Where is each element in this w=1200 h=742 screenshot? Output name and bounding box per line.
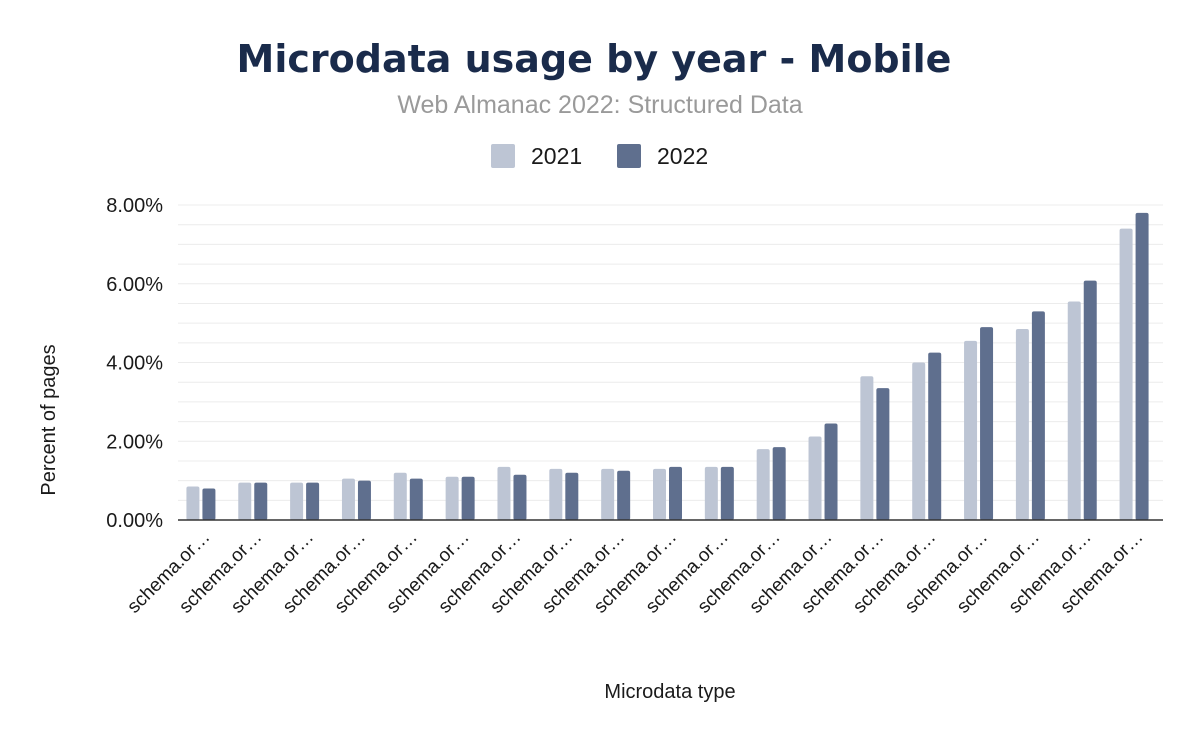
legend-label: 2021 (531, 143, 582, 169)
y-tick-label: 8.00% (106, 195, 163, 217)
bar-2021 (860, 376, 874, 520)
bars (186, 212, 1149, 520)
bar-2021 (445, 476, 459, 520)
bar-2021 (290, 482, 304, 520)
bar-2022 (876, 388, 890, 520)
bar-2022 (617, 470, 631, 520)
bar-2022 (1031, 311, 1045, 520)
bar-2021 (1067, 301, 1081, 520)
bar-2021 (1015, 329, 1029, 520)
bar-2022 (202, 488, 216, 520)
bar-2021 (497, 466, 511, 520)
y-tick-label: 2.00% (106, 431, 163, 453)
bar-2022 (461, 476, 475, 520)
bar-2022 (720, 466, 734, 520)
legend-swatch (491, 144, 515, 168)
legend-swatch (617, 144, 641, 168)
gridlines (178, 204, 1163, 501)
bar-2021 (964, 340, 978, 520)
chart-title: Microdata usage by year - Mobile (237, 37, 952, 81)
bar-2022 (409, 478, 423, 520)
bar-2022 (980, 327, 994, 520)
bar-2022 (669, 466, 682, 520)
y-tick-label: 4.00% (106, 353, 163, 375)
bar-2022 (357, 480, 371, 520)
y-tick-label: 0.00% (106, 510, 163, 532)
y-axis-title: Percent of pages (38, 344, 60, 495)
bar-2021 (704, 466, 718, 520)
bar-2021 (238, 482, 252, 520)
bar-2022 (254, 482, 268, 520)
bar-2022 (565, 472, 579, 520)
bar-2021 (341, 478, 355, 520)
y-axis-ticks: 0.00% 2.00% 4.00% 6.00% 8.00% (106, 195, 163, 532)
bar-2021 (601, 468, 615, 520)
x-axis-title: Microdata type (604, 681, 735, 703)
bar-2022 (1083, 280, 1097, 520)
bar-2021 (808, 436, 822, 520)
legend: 2021 2022 (491, 143, 708, 169)
bar-2021 (653, 468, 666, 520)
bar-2022 (824, 423, 838, 520)
chart-subtitle: Web Almanac 2022: Structured Data (397, 91, 802, 119)
legend-label: 2022 (657, 143, 708, 169)
bar-2022 (513, 474, 527, 520)
bar-2021 (1119, 228, 1133, 520)
bar-2022 (772, 447, 786, 520)
bar-2021 (393, 472, 407, 520)
bar-2022 (1135, 212, 1149, 520)
y-tick-label: 6.00% (106, 274, 163, 296)
bar-2021 (186, 486, 200, 520)
bar-2021 (912, 362, 926, 520)
bar-2021 (756, 449, 770, 520)
bar-2022 (306, 482, 320, 520)
x-axis-categories: schema.or…schema.or…schema.or…schema.or…… (123, 527, 1147, 618)
bar-2021 (549, 468, 563, 520)
bar-2022 (928, 352, 942, 520)
